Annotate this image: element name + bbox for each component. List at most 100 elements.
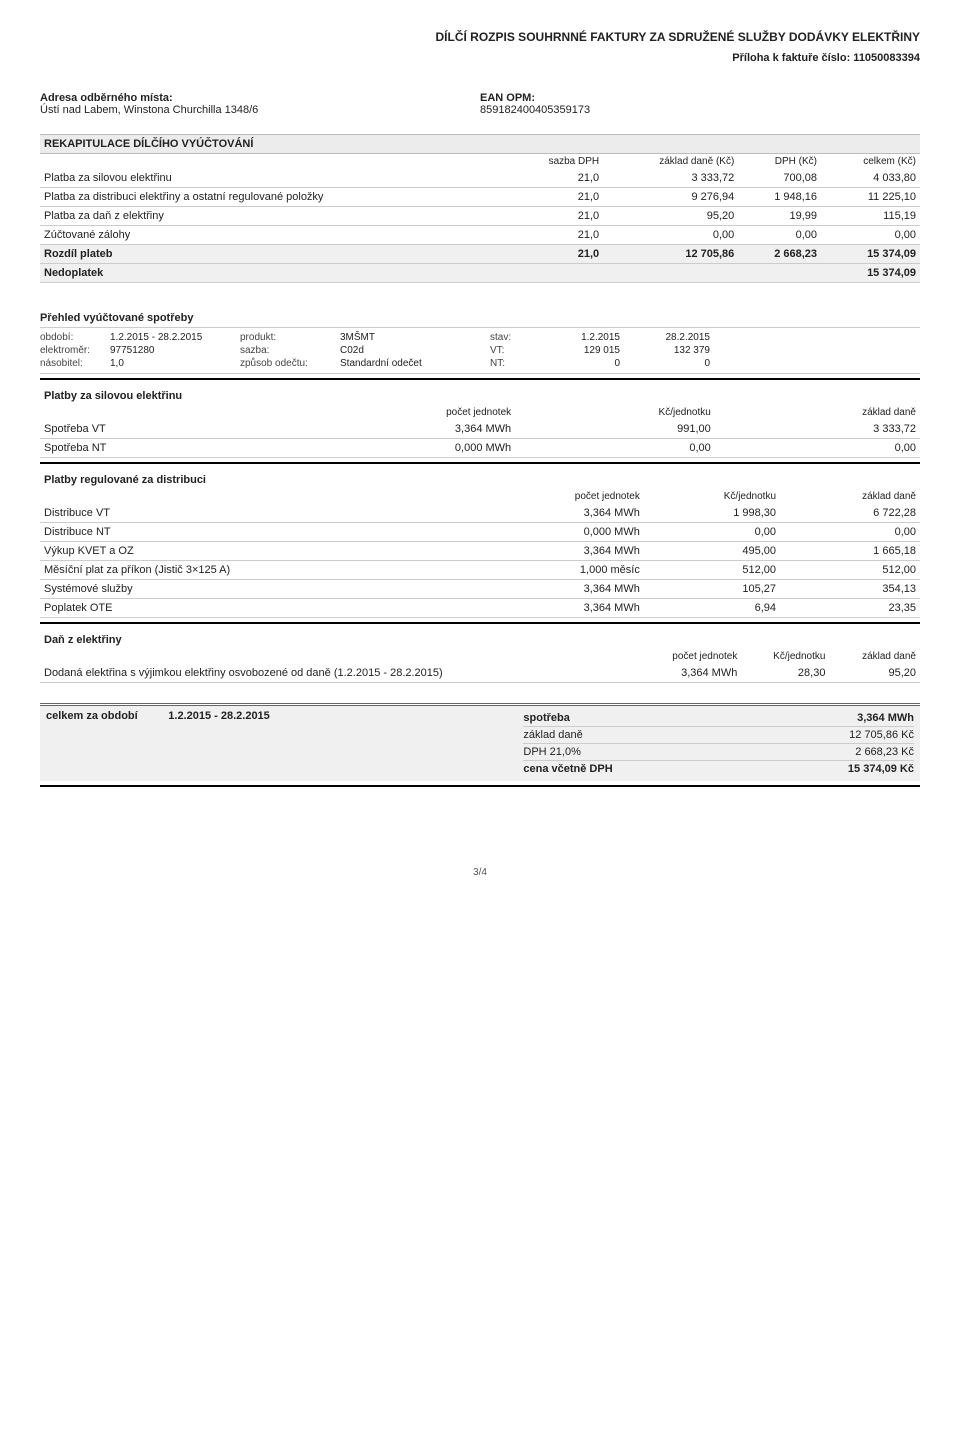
table-cell: Rozdíl plateb	[40, 245, 508, 264]
table-cell: 15 374,09	[821, 264, 920, 283]
table-cell: 495,00	[644, 542, 780, 561]
table-cell: Poplatek OTE	[40, 599, 479, 618]
table-cell	[508, 264, 603, 283]
table-cell: Měsíční plat za příkon (Jistič 3×125 A)	[40, 561, 479, 580]
table-cell: 354,13	[780, 580, 920, 599]
table-cell: 0,00	[738, 226, 821, 245]
col-header: Kč/jednotku	[741, 649, 829, 664]
col-header: počet jednotek	[273, 405, 515, 420]
table-cell: 3,364 MWh	[479, 599, 644, 618]
col-header	[40, 489, 479, 504]
col-header: základ daně	[829, 649, 920, 664]
summary-row: cena včetně DPH15 374,09 Kč	[523, 761, 914, 777]
table-cell: Spotřeba VT	[40, 420, 273, 439]
table-cell: 28,30	[741, 664, 829, 683]
meta-cell: způsob odečtu:	[240, 358, 340, 369]
table-cell: 0,00	[644, 523, 780, 542]
table-cell: 512,00	[780, 561, 920, 580]
table-cell: 19,99	[738, 207, 821, 226]
table-cell: Platba za daň z elektřiny	[40, 207, 508, 226]
table-cell: Distribuce NT	[40, 523, 479, 542]
meta-cell: C02d	[340, 345, 490, 356]
table-cell: 9 276,94	[603, 188, 738, 207]
table-cell: 23,35	[780, 599, 920, 618]
tax-title: Daň z elektřiny	[40, 624, 920, 649]
table-cell: 0,00	[515, 439, 715, 458]
summary-row: základ daně12 705,86 Kč	[523, 727, 914, 744]
table-cell: 95,20	[603, 207, 738, 226]
table-row: Systémové služby3,364 MWh105,27354,13	[40, 580, 920, 599]
table-row: Rozdíl plateb21,012 705,862 668,2315 374…	[40, 245, 920, 264]
meta-cell: stav:	[490, 332, 530, 343]
table-row: Výkup KVET a OZ3,364 MWh495,001 665,18	[40, 542, 920, 561]
silova-title: Platby za silovou elektřinu	[40, 380, 920, 405]
col-header: základ daně (Kč)	[603, 154, 738, 169]
table-cell: 991,00	[515, 420, 715, 439]
table-cell: 0,00	[715, 439, 920, 458]
col-header: počet jednotek	[635, 649, 742, 664]
table-cell: 21,0	[508, 207, 603, 226]
distribuce-title: Platby regulované za distribuci	[40, 464, 920, 489]
table-row: Distribuce NT0,000 MWh0,000,00	[40, 523, 920, 542]
table-row: Platba za daň z elektřiny21,095,2019,991…	[40, 207, 920, 226]
table-cell: 3,364 MWh	[479, 542, 644, 561]
meta-cell: 1.2.2015	[530, 332, 620, 343]
table-cell: 1 948,16	[738, 188, 821, 207]
meta-cell: 97751280	[110, 345, 240, 356]
ean-value: 859182400405359173	[480, 104, 920, 116]
table-row: Zúčtované zálohy21,00,000,000,00	[40, 226, 920, 245]
silova-table: Platby za silovou elektřinu počet jednot…	[40, 380, 920, 458]
summary-block: celkem za období 1.2.2015 - 28.2.2015 sp…	[40, 706, 920, 781]
table-cell: 21,0	[508, 169, 603, 188]
table-cell: 4 033,80	[821, 169, 920, 188]
table-cell: 21,0	[508, 188, 603, 207]
col-header	[40, 649, 635, 664]
meta-cell: násobitel:	[40, 358, 110, 369]
summary-period: 1.2.2015 - 28.2.2015	[168, 710, 270, 722]
meta-cell: NT:	[490, 358, 530, 369]
table-cell: Distribuce VT	[40, 504, 479, 523]
meta-cell: 0	[620, 358, 710, 369]
col-header: Kč/jednotku	[515, 405, 715, 420]
summary-row: spotřeba3,364 MWh	[523, 710, 914, 727]
document-title: DÍLČÍ ROZPIS SOUHRNNÉ FAKTURY ZA SDRUŽEN…	[40, 30, 920, 44]
meta-cell: období:	[40, 332, 110, 343]
ean-label: EAN OPM:	[480, 92, 920, 104]
col-header: základ daně	[715, 405, 920, 420]
meta-cell: 129 015	[530, 345, 620, 356]
col-header: základ daně	[780, 489, 920, 504]
address-label: Adresa odběrného místa:	[40, 92, 480, 104]
table-cell: 95,20	[829, 664, 920, 683]
table-cell: 3,364 MWh	[273, 420, 515, 439]
consumption-title: Přehled vyúčtované spotřeby	[40, 309, 920, 328]
col-header: počet jednotek	[479, 489, 644, 504]
table-cell	[603, 264, 738, 283]
page-number: 3/4	[40, 867, 920, 878]
consumption-meta: období:1.2.2015 - 28.2.2015produkt:3MŠMT…	[40, 328, 920, 374]
summary-row: DPH 21,0%2 668,23 Kč	[523, 744, 914, 761]
table-cell: 3 333,72	[715, 420, 920, 439]
meta-cell: 1,0	[110, 358, 240, 369]
col-header: Kč/jednotku	[644, 489, 780, 504]
table-cell: Zúčtované zálohy	[40, 226, 508, 245]
col-header	[40, 405, 273, 420]
table-row: Poplatek OTE3,364 MWh6,9423,35	[40, 599, 920, 618]
col-header: sazba DPH	[508, 154, 603, 169]
table-cell: Výkup KVET a OZ	[40, 542, 479, 561]
table-cell: Spotřeba NT	[40, 439, 273, 458]
table-row: Spotřeba NT0,000 MWh0,000,00	[40, 439, 920, 458]
table-row: Měsíční plat za příkon (Jistič 3×125 A)1…	[40, 561, 920, 580]
table-cell: Platba za distribuci elektřiny a ostatní…	[40, 188, 508, 207]
table-cell: 21,0	[508, 226, 603, 245]
meta-cell: VT:	[490, 345, 530, 356]
table-cell: 6,94	[644, 599, 780, 618]
table-cell: 3,364 MWh	[479, 504, 644, 523]
table-cell: 2 668,23	[738, 245, 821, 264]
table-cell: 11 225,10	[821, 188, 920, 207]
meta-cell: 28.2.2015	[620, 332, 710, 343]
table-row: Dodaná elektřina s výjimkou elektřiny os…	[40, 664, 920, 683]
meta-cell: produkt:	[240, 332, 340, 343]
table-cell: 6 722,28	[780, 504, 920, 523]
table-cell: 0,00	[603, 226, 738, 245]
table-cell: 1 998,30	[644, 504, 780, 523]
